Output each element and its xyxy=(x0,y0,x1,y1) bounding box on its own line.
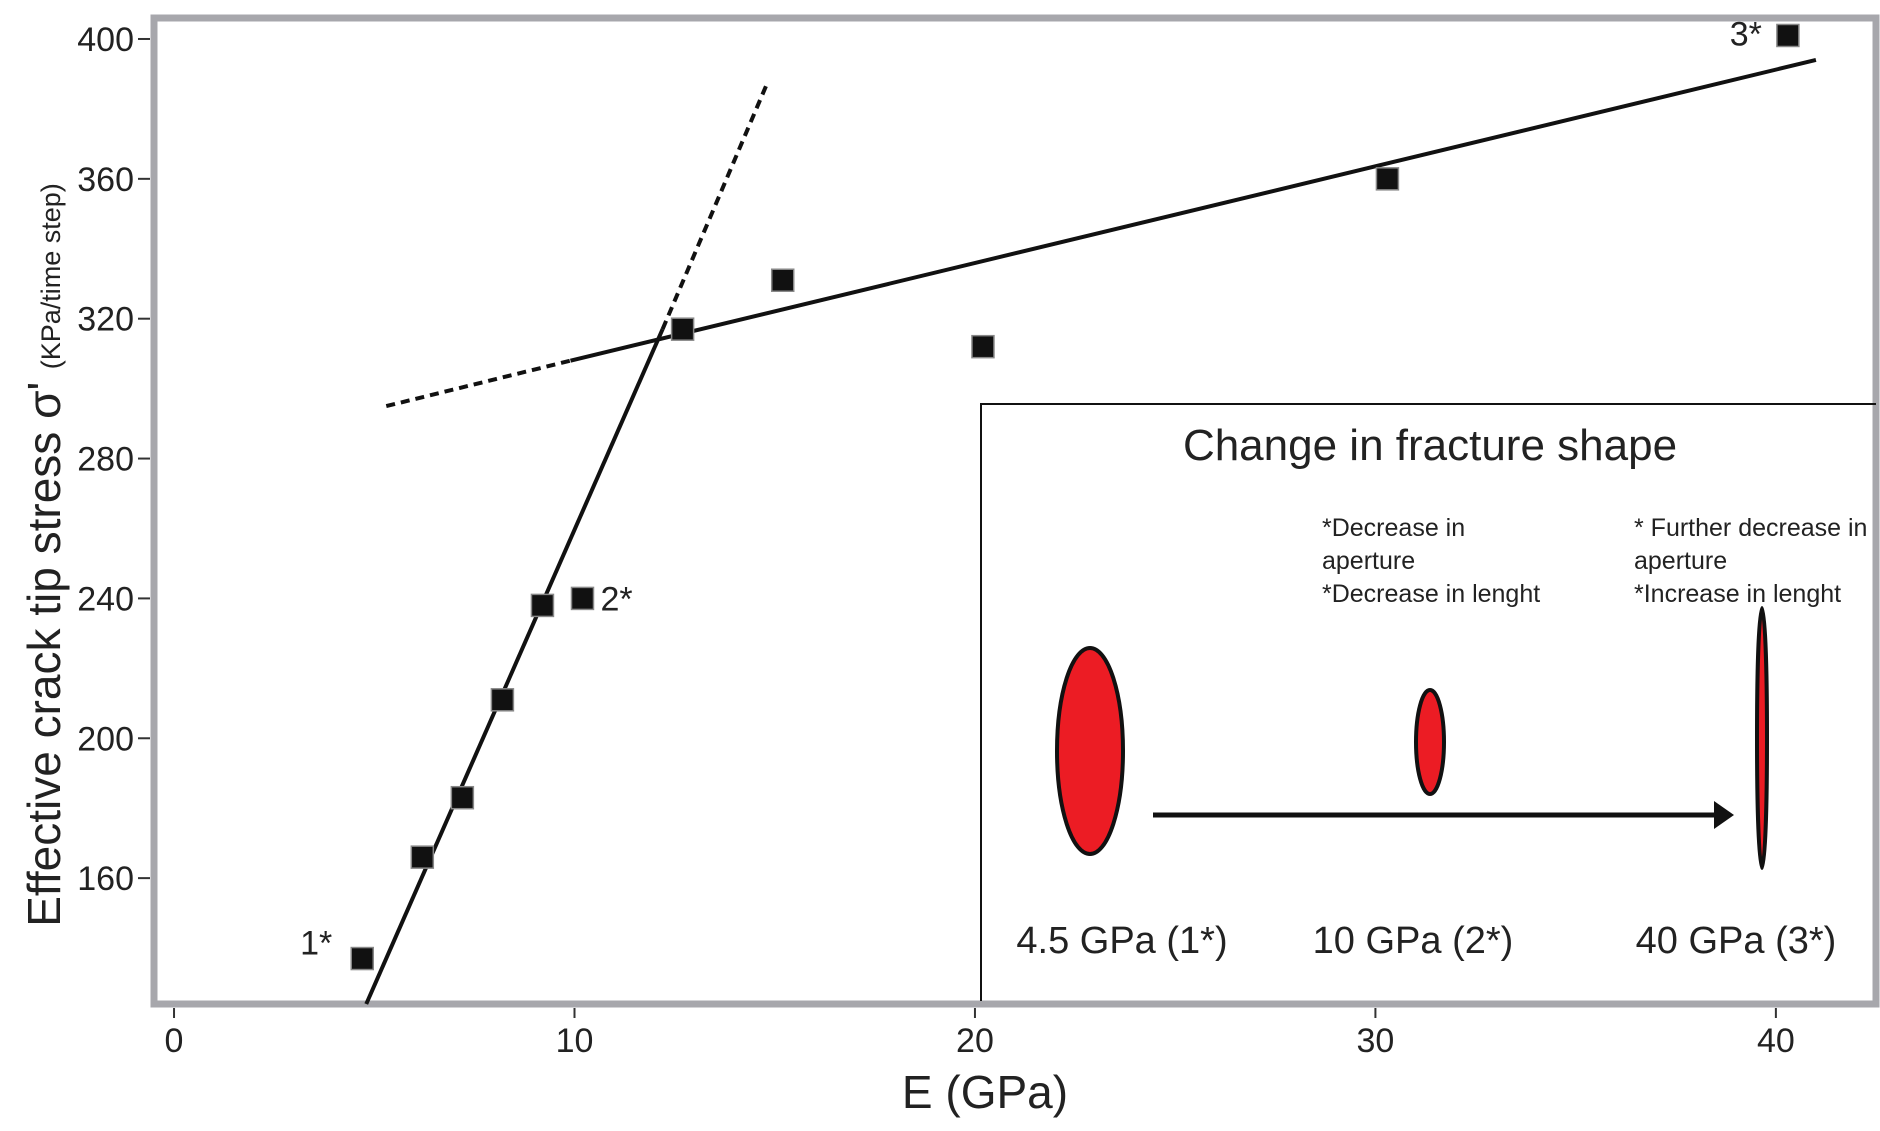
inset-caption-2: 10 GPa (2*) xyxy=(1313,920,1514,962)
y-tick-label: 320 xyxy=(77,301,134,339)
inset-title: Change in fracture shape xyxy=(1183,421,1677,470)
data-point xyxy=(972,336,994,358)
data-point xyxy=(451,787,473,809)
fracture-shape-2 xyxy=(1416,690,1444,794)
inset-arrow-head xyxy=(1714,801,1734,829)
trend-line-dashed xyxy=(386,361,570,406)
data-point xyxy=(672,318,694,340)
x-tick-label: 0 xyxy=(165,1022,184,1060)
fracture-shape-inset: Change in fracture shape *Decrease in ap… xyxy=(981,404,1876,1001)
trend-line-solid xyxy=(366,329,662,1004)
x-tick-label: 10 xyxy=(556,1022,594,1060)
y-tick-label: 240 xyxy=(77,580,134,618)
inset-note-3-line-1: * Further decrease in xyxy=(1634,514,1867,542)
x-tick-label: 40 xyxy=(1757,1022,1795,1060)
inset-caption-1: 4.5 GPa (1*) xyxy=(1016,920,1227,962)
axis-ticks: 160 200 240 280 320 360 400 0 10 20 30 40 xyxy=(77,21,1795,1060)
fracture-shape-3 xyxy=(1757,608,1767,868)
trend-lines xyxy=(366,60,1816,1004)
data-point xyxy=(411,846,433,868)
data-point xyxy=(1777,24,1799,46)
fracture-shape-1 xyxy=(1057,648,1123,854)
trend-line-dashed xyxy=(663,84,767,329)
y-tick-label: 280 xyxy=(77,441,134,479)
inset-note-3-line-3: *Increase in lenght xyxy=(1634,580,1841,608)
point-labels: 1* 2* 3* xyxy=(300,15,1762,962)
y-axis-label: Effective crack tip stress σ' xyxy=(18,382,70,927)
point-label: 1* xyxy=(300,925,332,963)
data-point xyxy=(491,689,513,711)
point-label: 3* xyxy=(1730,15,1762,53)
y-axis-unit: (KPa/time step) xyxy=(36,183,66,369)
y-axis-title: Effective crack tip stress σ' (KPa/time … xyxy=(18,183,70,927)
svg-text:Effective crack tip stress σ': Effective crack tip stress σ' (KPa/time … xyxy=(18,183,70,927)
x-tick-label: 20 xyxy=(956,1022,994,1060)
y-tick-label: 360 xyxy=(77,161,134,199)
inset-note-2-line-3: *Decrease in lenght xyxy=(1322,580,1540,608)
inset-note-2-line-1: *Decrease in xyxy=(1322,514,1465,542)
y-tick-label: 160 xyxy=(77,860,134,898)
data-point xyxy=(571,587,593,609)
data-point xyxy=(531,594,553,616)
x-axis-label: E (GPa) xyxy=(902,1066,1068,1118)
x-tick-label: 30 xyxy=(1357,1022,1395,1060)
y-tick-label: 200 xyxy=(77,720,134,758)
data-point xyxy=(351,948,373,970)
point-label: 2* xyxy=(600,580,632,618)
data-point xyxy=(772,269,794,291)
inset-caption-3: 40 GPa (3*) xyxy=(1636,920,1837,962)
data-point xyxy=(1376,168,1398,190)
y-tick-label: 400 xyxy=(77,21,134,59)
inset-note-3-line-2: aperture xyxy=(1634,547,1727,575)
inset-note-2-line-2: aperture xyxy=(1322,547,1415,575)
